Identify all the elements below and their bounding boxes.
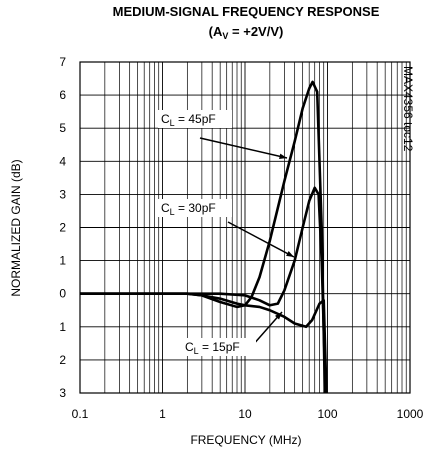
annotation-arrow — [251, 311, 283, 347]
y-tick-label: 1 — [59, 320, 66, 334]
y-tick-label: 2 — [59, 353, 66, 367]
y-tick-label: 7 — [59, 55, 66, 69]
series-annotation: CL = 30pF — [161, 201, 216, 217]
x-tick-label: 1 — [159, 407, 166, 421]
x-tick-label: 10 — [238, 407, 252, 421]
subtitle-rest: = +2V/V) — [228, 24, 283, 39]
annotation-box — [182, 338, 256, 356]
annotation-arrow — [199, 137, 288, 159]
y-tick-label: 5 — [59, 121, 66, 135]
annotation-box — [158, 110, 232, 128]
y-axis-label: NORMALIZED GAIN (dB) — [9, 159, 23, 296]
annotation-text: C — [161, 201, 170, 215]
annotation-sub: L — [170, 207, 175, 217]
annotation-text: C — [161, 112, 170, 126]
annotation-box — [158, 199, 232, 217]
y-tick-label: 1 — [59, 254, 66, 268]
y-tick-label: 4 — [59, 154, 66, 168]
x-tick-label: 1000 — [397, 407, 424, 421]
x-tick-label: 0.1 — [72, 407, 89, 421]
annotation-rest: = 45pF — [175, 112, 216, 126]
annotation-arrowhead — [279, 153, 287, 159]
y-tick-label: 2 — [59, 221, 66, 235]
annotation-arrowhead — [274, 312, 282, 320]
x-axis-label: FREQUENCY (MHz) — [190, 433, 301, 447]
annotation-sub: L — [170, 118, 175, 128]
annotation-arrowhead — [286, 251, 294, 257]
y-tick-label: 3 — [59, 386, 66, 400]
subtitle-text: (A — [209, 24, 223, 39]
y-tick-label: 0 — [59, 287, 66, 301]
x-tick-label: 100 — [317, 407, 337, 421]
annotation-sub: L — [194, 346, 199, 356]
series-line — [80, 186, 327, 394]
annotation-rest: = 15pF — [199, 340, 240, 354]
chart-title: MEDIUM-SIGNAL FREQUENCY RESPONSE — [113, 4, 380, 19]
y-tick-label: 3 — [59, 187, 66, 201]
series-annotation: CL = 45pF — [161, 112, 216, 128]
subtitle-sub: V — [222, 31, 228, 41]
annotation-text: C — [185, 340, 194, 354]
series-line — [80, 292, 328, 394]
y-tick-label: 6 — [59, 88, 66, 102]
watermark: MAX4356 toc12 — [401, 66, 415, 152]
series-annotation: CL = 15pF — [185, 340, 240, 356]
annotation-arrow — [227, 221, 295, 258]
plot-frame — [79, 61, 411, 394]
chart-subtitle: (AV = +2V/V) — [209, 24, 284, 41]
annotation-rest: = 30pF — [175, 201, 216, 215]
